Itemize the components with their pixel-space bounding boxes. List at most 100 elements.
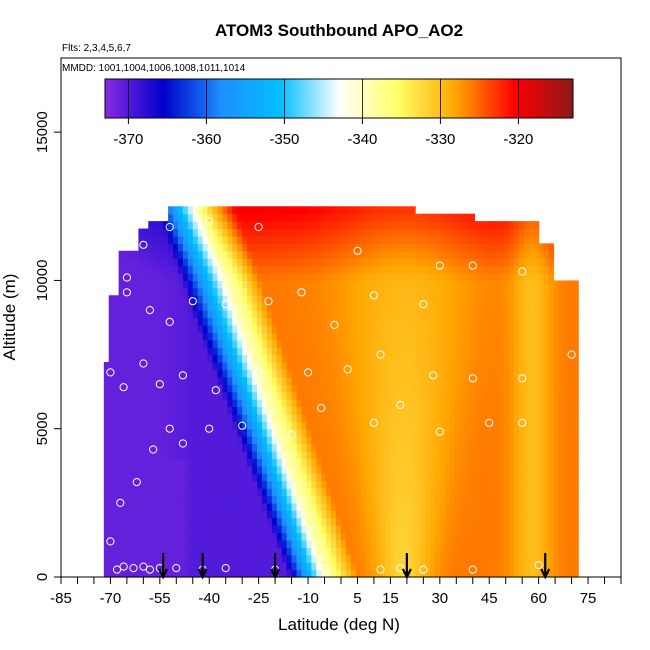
- heatmap-cell: [133, 547, 140, 556]
- heatmap-cell: [177, 265, 184, 274]
- heatmap-cell: [227, 302, 233, 311]
- heatmap-cell: [148, 569, 154, 578]
- heatmap-cell: [108, 399, 115, 408]
- heatmap-cell: [192, 495, 199, 504]
- heatmap-cell: [395, 421, 401, 430]
- heatmap-cell: [454, 502, 461, 511]
- heatmap-cell: [306, 376, 312, 385]
- heatmap-cell: [232, 421, 238, 430]
- heatmap-cell: [454, 235, 461, 244]
- heatmap-cell: [118, 347, 125, 356]
- heatmap-cell: [553, 376, 560, 385]
- heatmap-cell: [148, 406, 154, 415]
- heatmap-cell: [217, 243, 224, 252]
- heatmap-cell: [355, 443, 362, 452]
- heatmap-cell: [177, 413, 184, 422]
- heatmap-cell: [306, 495, 312, 504]
- heatmap-cell: [341, 354, 347, 363]
- heatmap-cell: [128, 562, 135, 571]
- heatmap-cell: [439, 480, 446, 489]
- heatmap-cell: [237, 332, 243, 341]
- heatmap-cell: [504, 443, 510, 452]
- heatmap-cell: [405, 324, 411, 333]
- heatmap-cell: [509, 458, 515, 467]
- heatmap-cell: [118, 562, 125, 571]
- heatmap-cell: [173, 539, 179, 548]
- heatmap-cell: [187, 265, 194, 274]
- heatmap-cell: [474, 413, 480, 422]
- heatmap-cell: [444, 317, 451, 326]
- heatmap-cell: [123, 421, 130, 430]
- heatmap-cell: [291, 310, 298, 319]
- heatmap-cell: [494, 525, 500, 534]
- heatmap-cell: [395, 354, 401, 363]
- heatmap-cell: [197, 369, 204, 378]
- heatmap-cell: [316, 273, 322, 282]
- heatmap-cell: [429, 273, 436, 282]
- heatmap-cell: [197, 406, 204, 415]
- heatmap-cell: [444, 554, 451, 563]
- heatmap-cell: [558, 525, 564, 534]
- heatmap-cell: [528, 287, 535, 296]
- heatmap-cell: [271, 502, 278, 511]
- heatmap-cell: [489, 488, 495, 497]
- heatmap-cell: [464, 488, 471, 497]
- heatmap-cell: [128, 495, 135, 504]
- heatmap-cell: [484, 339, 490, 348]
- heatmap-cell: [326, 361, 332, 370]
- heatmap-cell: [415, 436, 421, 445]
- heatmap-cell: [365, 384, 372, 393]
- heatmap-cell: [509, 473, 515, 482]
- heatmap-cell: [123, 295, 130, 304]
- heatmap-cell: [533, 562, 540, 571]
- heatmap-cell: [311, 287, 317, 296]
- heatmap-cell: [123, 562, 130, 571]
- heatmap-cell: [276, 235, 283, 244]
- heatmap-cell: [528, 324, 535, 333]
- heatmap-cell: [242, 569, 248, 578]
- heatmap-cell: [390, 436, 396, 445]
- heatmap-cell: [568, 413, 574, 422]
- heatmap-cell: [118, 302, 125, 311]
- heatmap-cell: [118, 428, 125, 437]
- heatmap-cell: [163, 280, 169, 289]
- heatmap-cell: [306, 228, 312, 237]
- heatmap-cell: [286, 399, 293, 408]
- heatmap-cell: [513, 250, 520, 259]
- heatmap-cell: [434, 458, 441, 467]
- heatmap-cell: [548, 532, 555, 541]
- heatmap-cell: [464, 369, 471, 378]
- heatmap-cell: [429, 539, 436, 548]
- heatmap-cell: [380, 361, 387, 370]
- heatmap-cell: [563, 458, 569, 467]
- heatmap-cell: [410, 428, 416, 437]
- heatmap-cell: [375, 213, 382, 222]
- heatmap-cell: [573, 450, 579, 459]
- heatmap-cell: [227, 421, 233, 430]
- heatmap-cell: [479, 295, 485, 304]
- heatmap-cell: [326, 332, 332, 341]
- heatmap-cell: [336, 324, 342, 333]
- heatmap-cell: [148, 250, 154, 259]
- heatmap-cell: [355, 354, 362, 363]
- heatmap-cell: [222, 473, 228, 482]
- heatmap-cell: [266, 347, 273, 356]
- heatmap-cell: [187, 339, 194, 348]
- heatmap-cell: [217, 413, 224, 422]
- heatmap-cell: [420, 265, 426, 274]
- heatmap-cell: [261, 554, 268, 563]
- y-axis-label: Altitude (m): [0, 274, 19, 361]
- heatmap-cell: [390, 287, 396, 296]
- heatmap-cell: [518, 280, 525, 289]
- heatmap-cell: [271, 265, 278, 274]
- heatmap-cell: [173, 406, 179, 415]
- heatmap-cell: [257, 480, 263, 489]
- heatmap-cell: [197, 413, 204, 422]
- heatmap-cell: [489, 428, 495, 437]
- heatmap-cell: [548, 280, 555, 289]
- heatmap-cell: [148, 265, 154, 274]
- heatmap-cell: [217, 265, 224, 274]
- heatmap-cell: [227, 517, 233, 526]
- heatmap-cell: [523, 339, 530, 348]
- heatmap-cell: [316, 361, 322, 370]
